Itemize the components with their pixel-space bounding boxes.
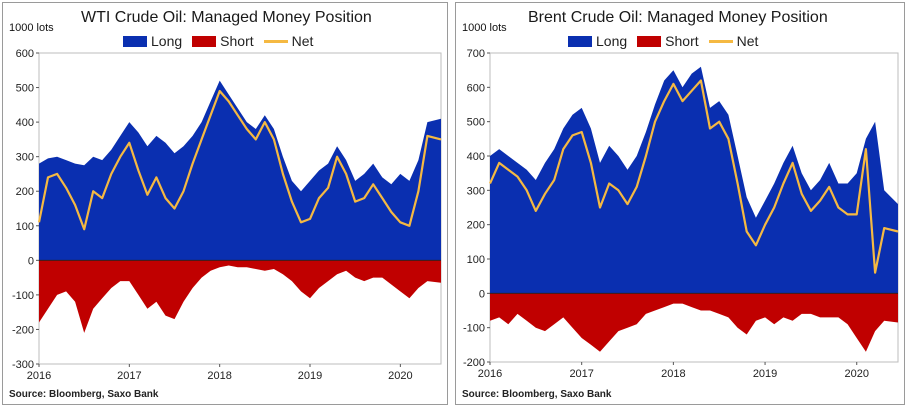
wti-y-tick-label: 0: [28, 255, 34, 267]
brent-source-note: Source: Bloomberg, Saxo Bank: [462, 389, 612, 400]
legend-item-long: Long: [123, 33, 182, 49]
brent-x-tick-label: 2017: [569, 368, 593, 380]
net-swatch: [263, 39, 288, 43]
net-swatch: [708, 39, 733, 43]
brent-x-tick-label: 2020: [844, 368, 868, 380]
legend-item-net: Net: [708, 33, 759, 49]
wti-y-tick-label: -100: [12, 290, 34, 302]
wti-chart-panel: -300 -200 -100 0 100 200 300 400 500 600 2016 2017 2…: [2, 2, 448, 405]
wti-x-tick-label: 2019: [298, 370, 322, 382]
brent-long-area: [490, 66, 898, 294]
brent-y-tick-label: -100: [463, 323, 485, 335]
legend-item-short: Short: [192, 33, 254, 49]
brent-net-line: [488, 79, 899, 274]
legend-short-label: Short: [220, 33, 254, 49]
long-swatch: [123, 35, 147, 47]
brent-chart-title: Brent Crude Oil: Managed Money Position: [528, 9, 828, 26]
brent-y-tick-label: 200: [467, 220, 485, 232]
brent-y-tick-label: 300: [467, 185, 485, 197]
wti-legend: Long Short Net: [123, 33, 323, 49]
brent-y-tick-label: 700: [467, 48, 485, 60]
brent-y-tick-label: 500: [467, 117, 485, 129]
wti-source-note: Source: Bloomberg, Saxo Bank: [9, 389, 159, 400]
wti-x-tick-label: 2020: [388, 370, 412, 382]
legend-short-label: Short: [665, 33, 699, 49]
legend-item-short: Short: [637, 33, 699, 49]
brent-y-tick-label: -200: [463, 357, 485, 369]
legend-item-net: Net: [263, 33, 314, 49]
wti-x-tick-label: 2017: [117, 370, 141, 382]
wti-chart-title: WTI Crude Oil: Managed Money Position: [81, 9, 372, 26]
legend-long-label: Long: [151, 33, 183, 49]
legend-net-label: Net: [291, 33, 314, 49]
wti-y-tick-label: 100: [16, 221, 34, 233]
brent-x-tick-label: 2018: [661, 368, 685, 380]
brent-chart-svg: -200 -100 0 100 200 300 400 500 600 700 2016 2017 20…: [463, 48, 899, 380]
brent-y-tick-label: 0: [479, 288, 485, 300]
brent-legend: Long Short Net: [568, 33, 768, 49]
wti-short-area: [39, 260, 441, 333]
long-swatch: [568, 35, 592, 47]
wti-long-area: [39, 80, 441, 261]
brent-y-tick-label: 600: [467, 82, 485, 94]
brent-short-area: [490, 293, 898, 352]
legend-net-label: Net: [736, 33, 759, 49]
brent-chart-panel: -200 -100 0 100 200 300 400 500 600 700 2016 2017 20…: [455, 2, 905, 405]
wti-x-tick-label: 2016: [27, 370, 51, 382]
wti-chart-svg: -300 -200 -100 0 100 200 300 400 500 600 2016 2017 2…: [12, 48, 442, 382]
wti-y-tick-label: 500: [16, 83, 34, 95]
wti-net-line: [37, 89, 442, 231]
wti-y-tick-label: 300: [16, 152, 34, 164]
wti-y-tick-label: -300: [12, 359, 34, 371]
wti-y-tick-label: -200: [12, 324, 34, 336]
wti-y-tick-label: 200: [16, 186, 34, 198]
short-swatch: [637, 35, 662, 47]
brent-y-tick-label: 100: [467, 254, 485, 266]
brent-x-tick-label: 2019: [753, 368, 777, 380]
short-swatch: [192, 35, 217, 47]
legend-long-label: Long: [596, 33, 628, 49]
wti-x-tick-label: 2018: [207, 370, 231, 382]
wti-y-tick-label: 400: [16, 117, 34, 129]
brent-y-tick-label: 400: [467, 151, 485, 163]
legend-item-long: Long: [568, 33, 627, 49]
wti-y-tick-label: 600: [16, 48, 34, 60]
wti-y-unit-label: 1000 lots: [9, 22, 54, 34]
brent-y-unit-label: 1000 lots: [462, 22, 507, 34]
brent-x-tick-label: 2016: [478, 368, 502, 380]
